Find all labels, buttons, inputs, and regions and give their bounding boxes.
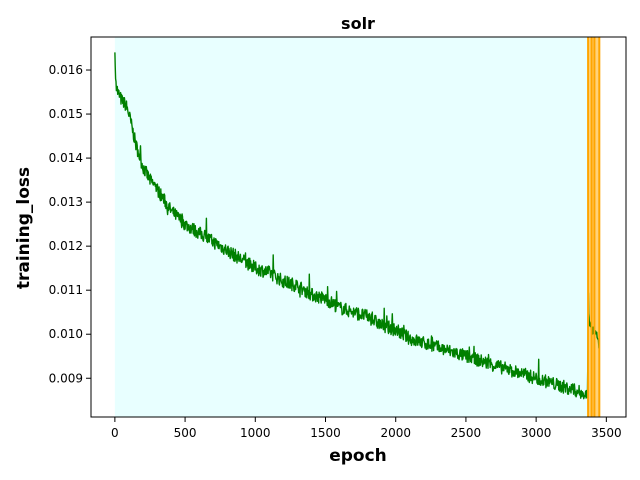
series-layer	[114, 52, 600, 400]
plot-frame	[90, 36, 627, 418]
x-tick-label: 2000	[380, 426, 411, 440]
x-tick-label: 1500	[310, 426, 341, 440]
y-tick-label: 0.014	[49, 151, 83, 165]
x-tick-label: 2500	[451, 426, 482, 440]
y-tick-label: 0.013	[49, 195, 83, 209]
y-tick-label: 0.010	[49, 327, 83, 341]
chart-title: solr	[341, 14, 375, 33]
y-tick-label: 0.009	[49, 371, 83, 385]
y-axis-label: training_loss	[14, 167, 34, 289]
vertical-markers	[587, 37, 601, 417]
x-tick-label: 500	[174, 426, 197, 440]
x-axis-label: epoch	[329, 446, 387, 466]
y-axis-ticks: 0.009 0.010 0.011 0.012 0.013 0.014 0.015 0.016	[49, 63, 91, 385]
x-tick-label: 0	[111, 426, 119, 440]
x-tick-label: 1000	[240, 426, 271, 440]
x-tick-label: 3500	[591, 426, 622, 440]
plot-border	[90, 36, 627, 418]
y-tick-label: 0.015	[49, 107, 83, 121]
y-tick-label: 0.011	[49, 283, 83, 297]
x-axis-ticks: 0 500 1000 1500 2000 2500 3000 3500	[111, 417, 622, 440]
training-loss-line	[114, 52, 600, 400]
x-tick-label: 3000	[521, 426, 552, 440]
y-tick-label: 0.012	[49, 239, 83, 253]
y-tick-label: 0.016	[49, 63, 83, 77]
